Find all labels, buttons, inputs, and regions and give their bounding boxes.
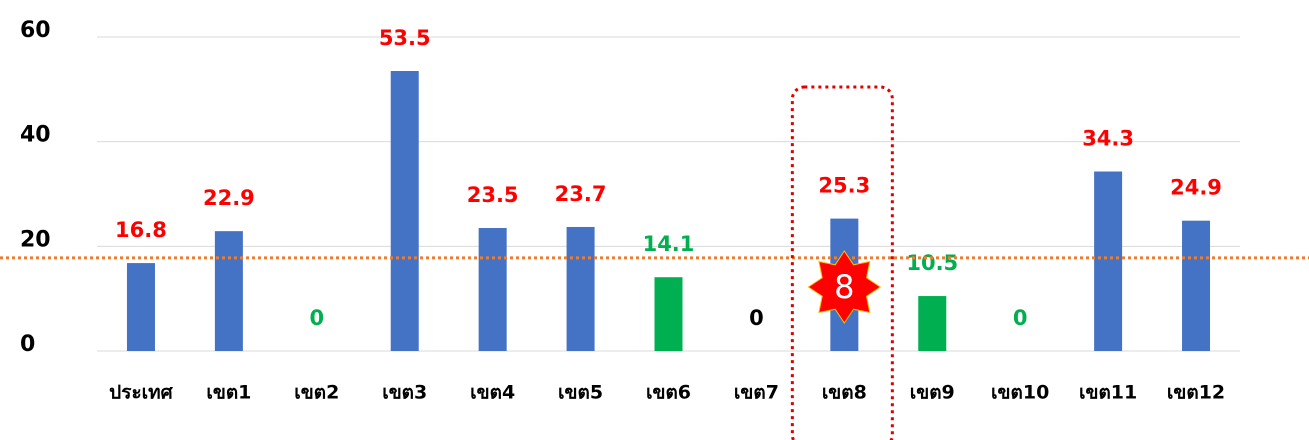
y-tick-label: 0 (20, 332, 35, 357)
x-tick-label: เขต3 (382, 382, 427, 404)
y-tick-label: 40 (20, 123, 51, 148)
x-tick-label: เขต11 (1079, 382, 1137, 404)
y-tick-label: 20 (20, 227, 51, 252)
value-label: 24.9 (1170, 176, 1222, 200)
value-label: 34.3 (1082, 126, 1134, 150)
bar (126, 263, 155, 351)
x-tick-label: เขต6 (646, 382, 691, 404)
bar (918, 296, 947, 351)
highlight-label: 8 (834, 268, 854, 306)
x-tick-label: เขต4 (470, 382, 515, 404)
x-tick-label: เขต10 (991, 382, 1049, 404)
value-label: 10.5 (906, 251, 958, 275)
x-tick-label: เขต8 (822, 382, 867, 404)
value-label: 14.1 (643, 232, 695, 256)
highlight-star (807, 250, 882, 324)
x-tick-label: เขต9 (910, 382, 955, 404)
x-tick-label: เขต1 (206, 382, 251, 404)
highlight-box (790, 85, 894, 440)
x-tick-label: เขต12 (1167, 382, 1225, 404)
bar (390, 71, 419, 352)
bar (478, 228, 507, 351)
y-tick-label: 60 (20, 18, 51, 43)
value-label: 22.9 (203, 186, 255, 210)
bar (654, 277, 683, 351)
x-tick-label: เขต2 (294, 382, 339, 404)
value-label: 0 (1013, 306, 1028, 330)
bar (1182, 220, 1211, 351)
value-label: 0 (309, 306, 324, 330)
value-label: 23.7 (555, 182, 607, 206)
value-label: 16.8 (115, 218, 167, 242)
bar (214, 231, 243, 351)
value-label: 23.5 (467, 183, 519, 207)
bar (1094, 171, 1123, 351)
value-label: 53.5 (379, 26, 431, 50)
bar (566, 226, 595, 351)
x-tick-label: ประเทศ (109, 382, 173, 404)
x-tick-label: เขต5 (558, 382, 603, 404)
value-label: 25.3 (818, 174, 870, 198)
value-label: 0 (749, 306, 764, 330)
x-tick-label: เขต7 (734, 382, 779, 404)
